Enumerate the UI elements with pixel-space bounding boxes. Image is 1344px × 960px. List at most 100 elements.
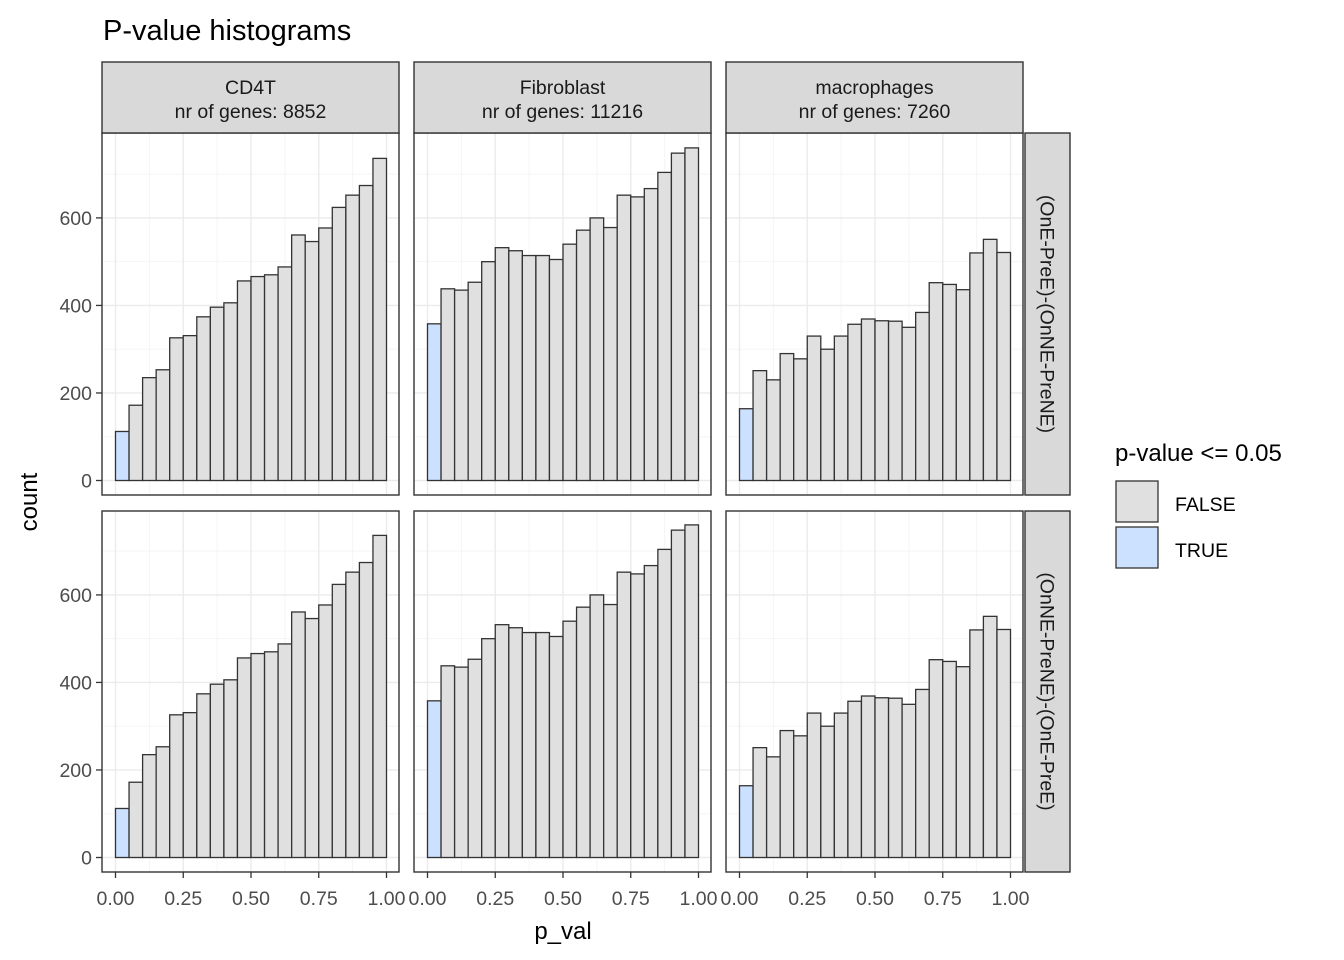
- histogram-bar: [874, 697, 890, 859]
- histogram-bar: [196, 693, 212, 859]
- row-strips: (OnE-PreE)-(OnNE-PreNE) (OnNE-PreNE)-(OnE…: [1024, 132, 1071, 873]
- histogram-bar: [575, 229, 591, 482]
- histogram-bar: [928, 282, 944, 482]
- histogram-bar: [806, 712, 822, 859]
- histogram-bar: [304, 617, 320, 859]
- panel-2-2: 0.00 0.25 0.50 0.75 1.00: [409, 510, 718, 910]
- histogram-bar: [833, 335, 849, 482]
- histogram-bar: [209, 306, 225, 482]
- histogram-bar: [562, 620, 578, 859]
- row-strip-1: (OnE-PreE)-(OnNE-PreNE): [1024, 132, 1071, 496]
- x-tick-label: 0.50: [856, 888, 894, 910]
- histogram-bar: [128, 781, 144, 859]
- x-tick-label: 0.00: [721, 888, 759, 910]
- histogram-bar: [141, 377, 157, 482]
- histogram-bar: [548, 258, 564, 482]
- histogram-bar: [358, 184, 374, 482]
- histogram-bar: [996, 251, 1012, 482]
- histogram-bar: [616, 571, 632, 859]
- histogram-bar: [630, 196, 645, 482]
- x-tick-label: 0.50: [232, 888, 270, 910]
- histogram-bar: [453, 666, 469, 859]
- histogram-bar: [982, 615, 998, 859]
- histogram-bar: [508, 627, 523, 859]
- x-tick-label: 1.00: [368, 888, 406, 910]
- histogram-bar: [169, 714, 184, 859]
- column-strip-label: nr of genes: 11216: [482, 101, 643, 123]
- histogram-bar: [589, 594, 605, 859]
- histogram-bar: [752, 747, 768, 859]
- x-tick-label: 0.25: [476, 888, 514, 910]
- histogram-bar: [453, 289, 469, 482]
- strip-background: [725, 61, 1024, 134]
- histogram-bar: [182, 334, 198, 482]
- histogram-bar: [331, 583, 347, 859]
- y-tick-label: 400: [59, 672, 92, 694]
- x-tick-label: 0.25: [164, 888, 202, 910]
- panel-1-2: [413, 132, 712, 496]
- histogram-bar: [277, 266, 293, 482]
- histogram-bar: [494, 624, 510, 859]
- strip-background: [1024, 510, 1071, 873]
- histogram-bar: [155, 746, 171, 859]
- histogram-bar: [114, 807, 130, 859]
- histogram-bar: [562, 243, 578, 482]
- histogram-bar: [915, 311, 930, 482]
- histogram-bar: [643, 187, 659, 482]
- y-tick-label: 400: [59, 295, 92, 317]
- x-tick-label: 1.00: [992, 888, 1030, 910]
- histogram-bar: [793, 735, 808, 859]
- histogram-bar: [793, 358, 808, 482]
- histogram-bar: [779, 729, 795, 859]
- y-tick-label: 600: [59, 585, 92, 607]
- strip-background: [413, 61, 712, 134]
- histogram-bar: [982, 238, 998, 482]
- histogram-bar: [426, 700, 442, 859]
- y-tick-label: 0: [81, 471, 92, 493]
- histogram-bar: [643, 564, 659, 859]
- histogram-bar: [765, 379, 781, 482]
- legend-key-true: [1115, 526, 1159, 569]
- histogram-bar: [494, 247, 510, 482]
- histogram-bar: [657, 171, 673, 482]
- histogram-bar: [290, 611, 306, 859]
- histogram-bar: [345, 571, 361, 859]
- x-tick-label: 0.50: [544, 888, 582, 910]
- histogram-bar: [928, 659, 944, 859]
- column-strip-label: nr of genes: 8852: [175, 101, 327, 123]
- histogram-bar: [426, 323, 442, 482]
- row-strip-label: (OnE-PreE)-(OnNE-PreNE): [1036, 195, 1058, 433]
- histogram-bar: [521, 254, 537, 482]
- histogram-bar: [630, 573, 645, 859]
- histogram-bar: [670, 529, 686, 859]
- chart-title: P-value histograms: [103, 15, 351, 47]
- histogram-bar: [942, 660, 957, 859]
- histogram-bar: [684, 524, 700, 859]
- histogram-bar: [684, 147, 700, 482]
- histogram-bar: [548, 635, 564, 859]
- histogram-bar: [372, 534, 388, 859]
- histogram-bar: [182, 711, 198, 859]
- histogram-bar: [955, 289, 971, 482]
- histogram-bar: [860, 695, 876, 859]
- histogram-bar: [318, 604, 333, 859]
- histogram-bar: [942, 283, 957, 482]
- histogram-bar: [169, 337, 184, 482]
- x-tick-label: 0.00: [97, 888, 135, 910]
- histogram-bar: [277, 643, 293, 859]
- strip-background: [101, 61, 400, 134]
- histogram-bar: [521, 631, 537, 859]
- histogram-bar: [915, 688, 930, 859]
- row-strip-2: (OnNE-PreNE)-(OnE-PreE): [1024, 510, 1071, 873]
- column-strip-label: Fibroblast: [520, 77, 606, 99]
- histogram-bar: [996, 628, 1012, 859]
- histogram-bar: [603, 603, 618, 859]
- histogram-bar: [481, 638, 496, 859]
- histogram-bar: [820, 348, 835, 482]
- histogram-bar: [223, 302, 239, 482]
- histogram-bar: [263, 274, 279, 482]
- legend: p-value <= 0.05 FALSE TRUE: [1115, 440, 1282, 569]
- histogram-bar: [955, 666, 971, 859]
- histogram-bar: [860, 318, 876, 482]
